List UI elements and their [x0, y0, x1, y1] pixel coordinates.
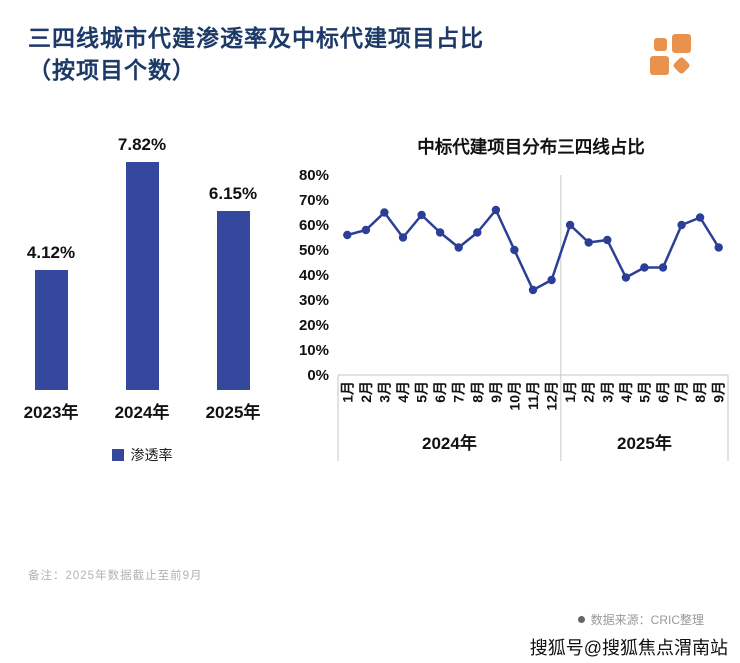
data-source: 数据来源：CRIC整理: [577, 611, 704, 628]
bar-value-label: 7.82%: [117, 135, 167, 155]
month-label: 3月: [376, 381, 392, 403]
month-label: 6月: [432, 381, 448, 403]
bar-category-label: 2023年: [23, 403, 79, 422]
month-label: 2月: [581, 381, 597, 403]
data-point: [695, 213, 705, 222]
month-label: 8月: [469, 381, 485, 403]
data-point: [417, 210, 426, 220]
data-source-text: 数据来源：CRIC整理: [590, 613, 704, 627]
bar-plot-area: 4.12% 7.82% 6.15%: [14, 128, 270, 390]
data-point: [603, 235, 612, 245]
bar: [125, 162, 159, 390]
bar-category-label: 2024年: [114, 403, 170, 422]
month-label: 1月: [339, 381, 355, 403]
data-point: [361, 225, 371, 235]
sohu-watermark: 搜狐号@搜狐焦点渭南站: [529, 638, 728, 658]
month-label: 6月: [655, 381, 671, 403]
footnote: 备注：2025年数据截止至前9月: [28, 570, 203, 582]
bar-column: 4.12%: [14, 243, 88, 390]
month-label: 11月: [525, 381, 541, 410]
month-label: 1月: [562, 381, 578, 403]
month-label: 12月: [544, 381, 560, 411]
line-chart-plot: 0%10%20%30%40%50%60%70%80%1月 2月 3月 4月 5月 6月 7月…: [299, 167, 729, 461]
year-label: 2024年: [422, 433, 477, 453]
y-tick-label: 0%: [307, 367, 329, 384]
data-point: [473, 228, 482, 237]
data-point: [380, 208, 389, 217]
data-point: [658, 263, 668, 272]
line-chart-title: 中标代建项目分布三四线占比: [417, 137, 645, 157]
page-title-line2: （按项目个数）: [28, 57, 196, 84]
data-point: [714, 243, 723, 252]
month-label: 3月: [599, 381, 615, 403]
y-tick-label: 50%: [299, 242, 329, 259]
month-label: 10月: [506, 381, 522, 411]
month-label: 4月: [395, 381, 411, 403]
data-point: [621, 273, 631, 282]
penetration-bar-chart: 4.12% 7.82% 6.15% 2023年 2024年 2025年 渗透率: [14, 128, 270, 465]
bar-category-label: 2025年: [205, 403, 261, 422]
data-point: [640, 263, 649, 272]
bar: [216, 211, 250, 390]
data-point: [435, 228, 445, 237]
bar-axis-labels: 2023年 2024年 2025年: [14, 398, 270, 423]
month-label: 5月: [414, 381, 430, 403]
y-tick-label: 10%: [299, 342, 329, 359]
data-point: [510, 245, 519, 255]
bar: [34, 270, 68, 390]
legend-swatch-icon: [111, 449, 124, 461]
data-point: [547, 275, 556, 285]
data-point: [528, 285, 538, 295]
bar-value-label: 4.12%: [26, 243, 76, 263]
brand-logo-icon: [648, 32, 694, 78]
data-point: [398, 233, 408, 242]
data-point: [677, 220, 686, 230]
y-tick-label: 60%: [299, 217, 329, 234]
legend-label: 渗透率: [130, 447, 173, 463]
data-line: [346, 208, 720, 292]
y-tick-label: 20%: [299, 317, 329, 334]
logo-square-icon: [650, 56, 669, 75]
logo-square-icon: [672, 34, 691, 53]
y-tick-label: 40%: [299, 267, 329, 284]
page-title: 三四线城市代建渗透率及中标代建项目占比 （按项目个数）: [28, 22, 628, 86]
data-point: [584, 238, 593, 247]
y-tick-label: 80%: [299, 167, 329, 184]
month-label: 9月: [711, 381, 727, 403]
page-title-line1: 三四线城市代建渗透率及中标代建项目占比: [28, 25, 484, 51]
month-label: 4月: [618, 381, 634, 403]
year-label: 2025年: [617, 433, 672, 453]
month-label: 9月: [488, 381, 504, 403]
bar-legend: 渗透率: [14, 445, 270, 465]
data-point: [491, 205, 501, 215]
logo-square-icon: [654, 38, 667, 51]
data-point: [454, 243, 463, 252]
bar-column: 7.82%: [105, 135, 179, 390]
bar-value-label: 6.15%: [208, 184, 258, 203]
bullet-icon: [577, 616, 585, 623]
data-point: [565, 220, 575, 230]
data-point: [343, 230, 352, 240]
y-tick-label: 70%: [299, 192, 329, 209]
monthly-line-chart: 中标代建项目分布三四线占比 0% 10% 20% 30% 40% 50% 60% 70% 80%…: [284, 134, 736, 477]
month-label: 2月: [358, 381, 374, 403]
y-tick-label: 30%: [299, 292, 329, 309]
month-label: 5月: [636, 381, 652, 403]
month-label: 8月: [692, 381, 708, 403]
month-label: 7月: [451, 381, 467, 403]
bar-column: 6.15%: [196, 184, 270, 390]
logo-diamond-icon: [672, 56, 691, 75]
month-label: 7月: [674, 381, 690, 403]
